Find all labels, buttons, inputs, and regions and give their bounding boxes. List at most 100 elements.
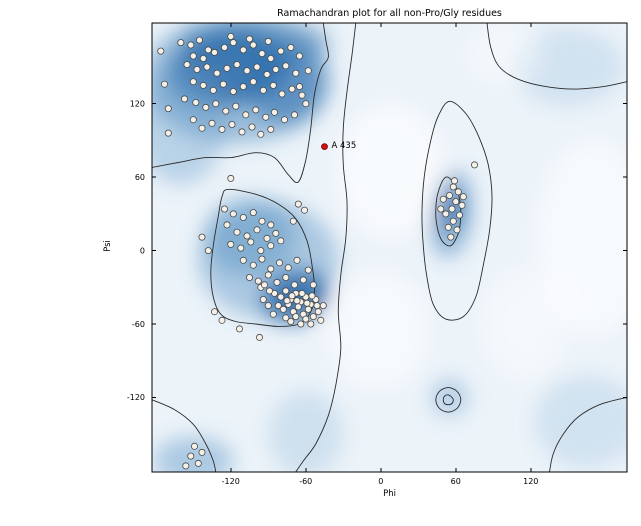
residue-point [187,41,195,49]
residue-point [264,302,272,310]
contour-lines [152,23,627,472]
residue-point [192,99,200,107]
residue-point [288,292,296,300]
x-tick-label: -60 [299,477,312,486]
residue-point [309,313,317,321]
residue-point [269,81,277,89]
residue-point [249,78,257,86]
residue-point [304,266,312,274]
residue-point [267,55,275,63]
residue-point [449,217,457,225]
residue-point [212,100,220,108]
residue-point [450,177,458,185]
residue-point [193,66,201,74]
residue-point [453,226,461,234]
residue-point [160,80,168,88]
residue-points [157,33,478,470]
residue-point [447,233,455,241]
residue-point [454,188,462,196]
residue-point [239,213,247,221]
residue-point [239,83,247,91]
residue-point [219,80,227,88]
highlight-point [321,143,328,151]
residue-point [199,81,207,89]
residue-point [199,55,207,63]
y-axis-label: Psi [103,240,113,252]
residue-point [290,281,298,289]
residue-point [258,217,266,225]
residue-point [442,210,450,218]
residue-point [258,50,266,58]
residue-point [218,125,226,133]
residue-point [238,128,246,136]
residue-point [198,233,206,241]
residue-point [287,317,295,325]
x-tick-label: 0 [378,477,383,486]
residue-point [302,100,310,108]
residue-point [284,264,292,272]
residue-point [439,195,447,203]
y-tick-label: -60 [132,320,145,329]
residue-point [303,299,311,307]
residue-point [247,238,255,246]
residue-point [259,86,267,94]
residue-point [237,244,245,252]
residue-point [267,242,275,250]
residue-point [189,52,197,60]
residue-point [258,255,266,263]
residue-point [292,69,300,77]
residue-point [452,198,460,206]
residue-point [272,229,280,237]
residue-point [282,273,290,281]
residue-point [278,90,286,98]
residue-point [198,124,206,132]
residue-point [182,462,190,470]
residue-point [189,78,197,86]
residue-point [298,91,306,99]
residue-point [257,130,265,138]
residue-point [220,205,228,213]
residue-point [459,193,467,201]
residue-point [245,35,253,43]
residue-point [253,63,261,71]
residue-point [229,88,237,96]
residue-point [220,44,228,52]
residue-point [270,108,278,116]
residue-point [229,39,237,47]
residue-point [295,52,303,60]
residue-point [218,316,226,324]
residue-point [448,205,456,213]
residue-point [249,261,257,269]
residue-point [470,161,478,169]
y-tick-label: 60 [135,173,145,182]
residue-point [209,86,217,94]
residue-point [289,217,297,225]
residue-point [243,67,251,75]
residue-point [233,228,241,236]
residue-point [275,259,283,267]
residue-point [455,211,463,219]
residue-point [267,125,275,133]
residue-point [304,305,312,313]
residue-point [198,448,206,456]
y-tick-label: 0 [140,246,145,255]
residue-point [177,39,185,47]
residue-point [288,85,296,93]
residue-point [257,247,265,255]
residue-point [265,287,273,295]
residue-point [227,174,235,182]
residue-point [277,47,285,55]
residue-point [277,237,285,245]
residue-point [235,325,243,333]
residue-point [204,46,212,54]
residue-point [263,70,271,78]
residue-point [195,36,203,44]
residue-point [252,106,260,114]
residue-point [164,129,172,137]
residue-point [249,209,257,217]
residue-point [269,310,277,318]
residue-point [239,256,247,264]
residue-point [272,66,280,74]
